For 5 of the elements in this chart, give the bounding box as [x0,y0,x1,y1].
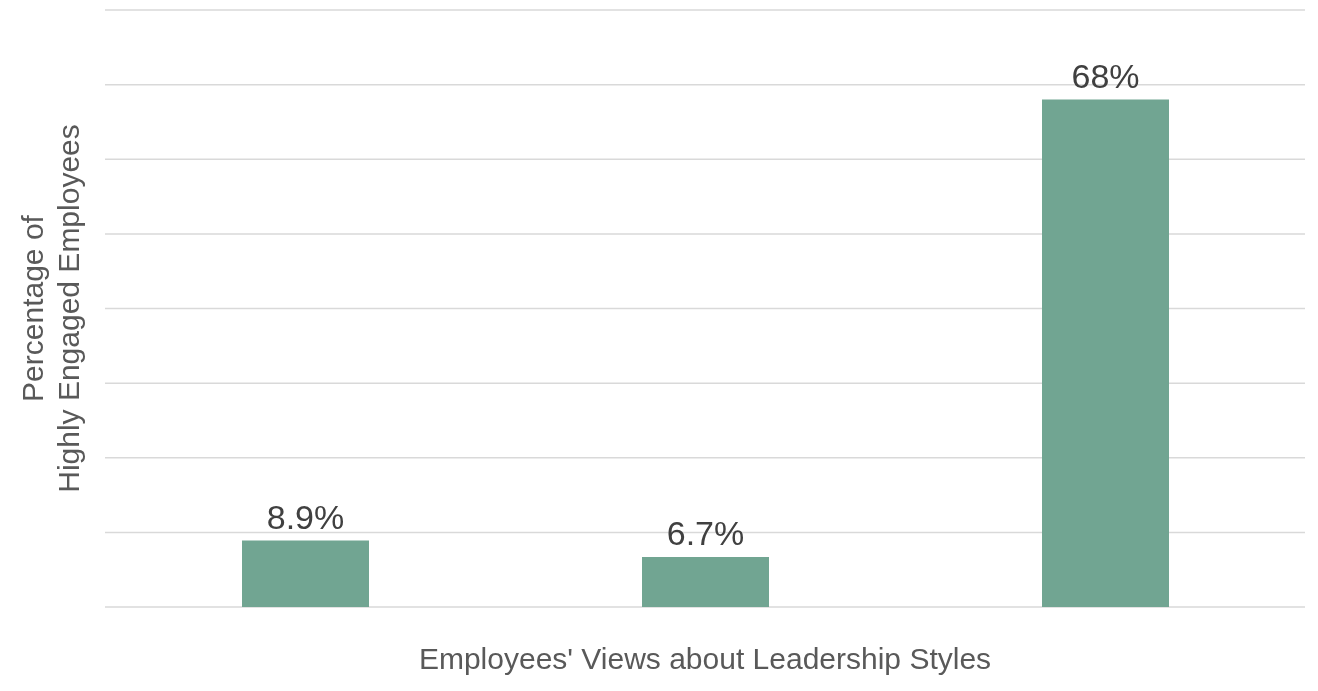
x-axis-title: Employees' Views about Leadership Styles [418,642,992,675]
data-label: 6.7% [666,514,745,552]
data-label: 68% [1071,56,1140,95]
data-label: 8.9% [266,497,345,536]
y-axis-title: Percentage of Highly Engaged Employees [15,124,85,493]
